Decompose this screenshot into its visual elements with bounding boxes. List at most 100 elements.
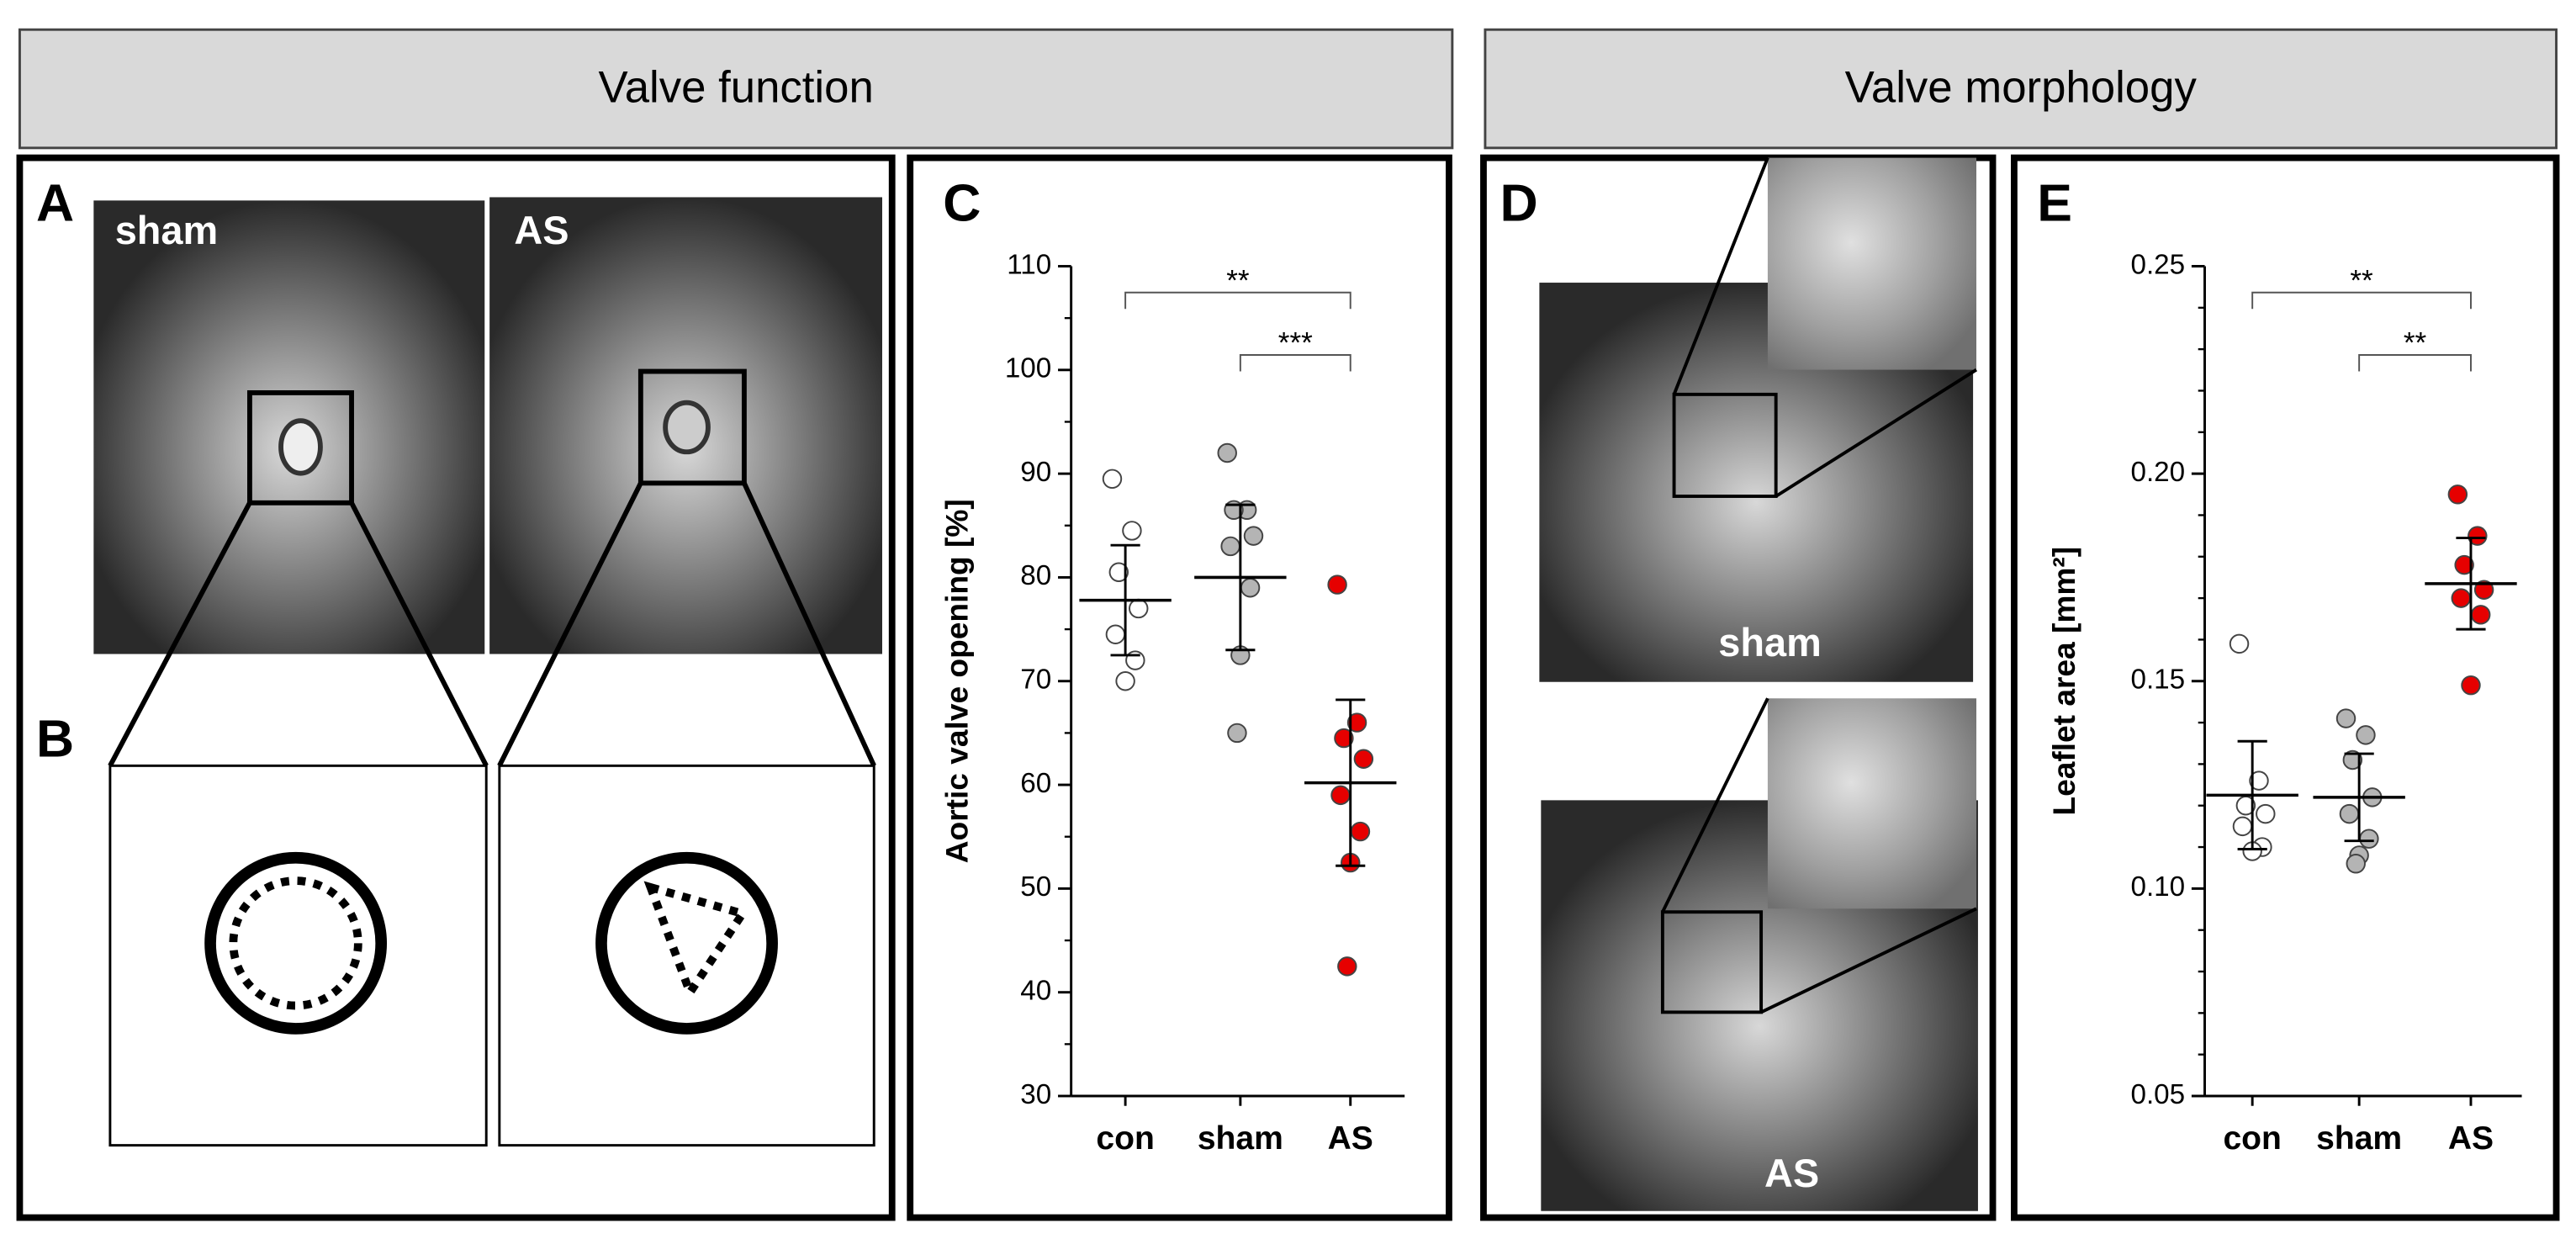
significance-label: ** xyxy=(2404,327,2427,360)
data-point xyxy=(1240,578,1261,598)
zoom-line xyxy=(108,501,252,767)
panel-frame xyxy=(1480,154,1997,1221)
inset-box xyxy=(246,389,354,506)
data-point xyxy=(2342,749,2363,770)
data-point xyxy=(1327,574,1347,595)
image-label: sham xyxy=(115,209,218,252)
data-point xyxy=(2473,580,2494,600)
zoom-image xyxy=(1767,157,1976,370)
image-label: sham xyxy=(1718,621,1821,665)
data-point xyxy=(1217,442,1237,463)
panel-letter: C xyxy=(943,174,981,233)
data-point xyxy=(2359,829,2379,849)
panel-frame xyxy=(2011,154,2560,1221)
header: Valve function xyxy=(598,62,873,112)
y-tick-label: 0.25 xyxy=(2130,249,2185,280)
valve-opening xyxy=(643,881,749,1002)
data-point xyxy=(1105,624,1126,644)
data-point xyxy=(2454,554,2474,575)
inset-box xyxy=(1672,392,1778,498)
valve-diagram-box xyxy=(498,764,875,1147)
zoom-line xyxy=(349,501,489,767)
x-tick-label: sham xyxy=(1198,1120,1283,1157)
data-point xyxy=(2356,725,2376,745)
y-tick-label: 0.10 xyxy=(2130,871,2185,903)
zoom-image xyxy=(1767,698,1976,909)
significance-label: ** xyxy=(2350,264,2373,297)
significance-bracket xyxy=(1239,354,1351,372)
y-tick-label: 80 xyxy=(1020,560,1051,591)
panel-frame xyxy=(16,154,896,1221)
y-axis-label: Aortic valve opening [%] xyxy=(939,499,975,863)
y-tick-label: 70 xyxy=(1020,665,1051,696)
image-label: AS xyxy=(1764,1152,1819,1195)
data-point xyxy=(2470,605,2491,625)
data-point xyxy=(2335,708,2356,728)
data-point xyxy=(1115,671,1135,691)
header-box xyxy=(1484,28,2558,150)
valve-diagram-box xyxy=(108,764,488,1147)
y-tick-label: 110 xyxy=(1007,249,1051,280)
data-point xyxy=(1346,712,1367,733)
significance-bracket xyxy=(1124,291,1351,310)
y-tick-label: 0.20 xyxy=(2130,457,2185,488)
significance-bracket xyxy=(2251,291,2472,310)
zoom-line xyxy=(1661,697,1769,913)
zoom-line xyxy=(1775,368,1978,498)
zoom-line xyxy=(497,482,643,767)
y-tick-label: 90 xyxy=(1020,457,1051,488)
data-point xyxy=(2232,816,2253,837)
x-tick-label: AS xyxy=(1328,1120,1373,1157)
data-point xyxy=(2447,484,2468,505)
panel-letter: D xyxy=(1500,174,1537,233)
zoom-line xyxy=(1760,907,1977,1014)
panel-frame xyxy=(907,154,1452,1221)
y-tick-label: 40 xyxy=(1020,975,1051,1006)
data-point xyxy=(1243,526,1264,546)
data-point xyxy=(1350,821,1371,842)
data-point xyxy=(1122,521,1142,541)
data-point xyxy=(2451,588,2471,608)
data-point xyxy=(2461,675,2481,696)
data-point xyxy=(2229,633,2250,654)
data-point xyxy=(2339,803,2360,824)
data-point xyxy=(1334,728,1354,749)
x-tick-label: AS xyxy=(2448,1120,2494,1157)
significance-label: *** xyxy=(1278,327,1313,360)
data-point xyxy=(2468,526,2488,546)
y-tick-label: 0.15 xyxy=(2130,665,2185,696)
data-point xyxy=(2249,770,2269,791)
y-tick-label: 50 xyxy=(1020,871,1051,903)
data-point xyxy=(1129,598,1149,619)
valve-opening xyxy=(229,876,362,1010)
data-point xyxy=(1102,469,1123,490)
y-tick-label: 60 xyxy=(1020,768,1051,799)
y-tick-label: 30 xyxy=(1020,1079,1051,1110)
inset-box xyxy=(1660,910,1764,1014)
data-point xyxy=(1108,562,1129,582)
panel-letter: A xyxy=(36,174,74,233)
significance-bracket xyxy=(2358,354,2472,372)
panel-letter: B xyxy=(36,710,74,769)
inset-box xyxy=(637,368,747,486)
image-label: AS xyxy=(514,209,569,252)
y-tick-label: 100 xyxy=(1005,353,1051,384)
valve-ring xyxy=(204,851,388,1035)
significance-label: ** xyxy=(1226,264,1250,297)
x-tick-label: con xyxy=(2223,1120,2281,1157)
panel-letter: E xyxy=(2037,174,2072,233)
valve-ring xyxy=(595,851,778,1035)
data-point xyxy=(1353,749,1374,769)
y-axis-label: Leaflet area [mm²] xyxy=(2046,547,2081,816)
valve-spot xyxy=(663,400,711,455)
data-point xyxy=(2346,854,2366,874)
valve-spot xyxy=(278,418,323,476)
data-point xyxy=(1220,536,1240,557)
y-tick-label: 0.05 xyxy=(2130,1079,2185,1110)
header: Valve morphology xyxy=(1845,62,2198,112)
data-point xyxy=(2256,803,2276,824)
x-tick-label: sham xyxy=(2316,1120,2402,1157)
header-box xyxy=(18,28,1454,150)
